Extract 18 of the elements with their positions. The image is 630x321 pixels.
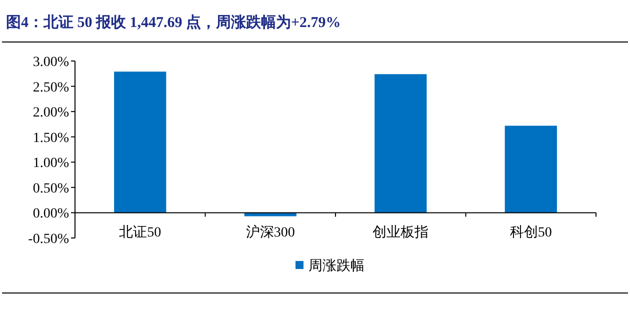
y-tick-label: 0.50% [32,181,70,196]
x-tick-label: 北证50 [119,224,162,241]
y-tick-label: 2.50% [32,80,70,96]
x-tick-label: 科创50 [510,224,552,241]
bar [504,126,557,213]
y-tick-label: -0.50% [28,232,70,247]
y-tick-label: 0.00% [32,206,70,222]
y-tick-label: 1.50% [32,130,70,146]
bar [244,212,296,216]
bar [114,72,166,213]
legend-label: 周涨跌幅 [308,258,364,274]
x-tick-label: 沪深300 [246,224,295,241]
y-tick-label: 3.00% [32,55,70,70]
chart-title: 图4：北证 50 报收 1,447.69 点，周涨跌幅为+2.79% [6,14,341,31]
y-tick-label: 1.00% [32,156,70,172]
y-tick-label: 2.00% [32,106,70,121]
bar [374,74,427,213]
x-tick-label: 创业板指 [372,224,429,241]
